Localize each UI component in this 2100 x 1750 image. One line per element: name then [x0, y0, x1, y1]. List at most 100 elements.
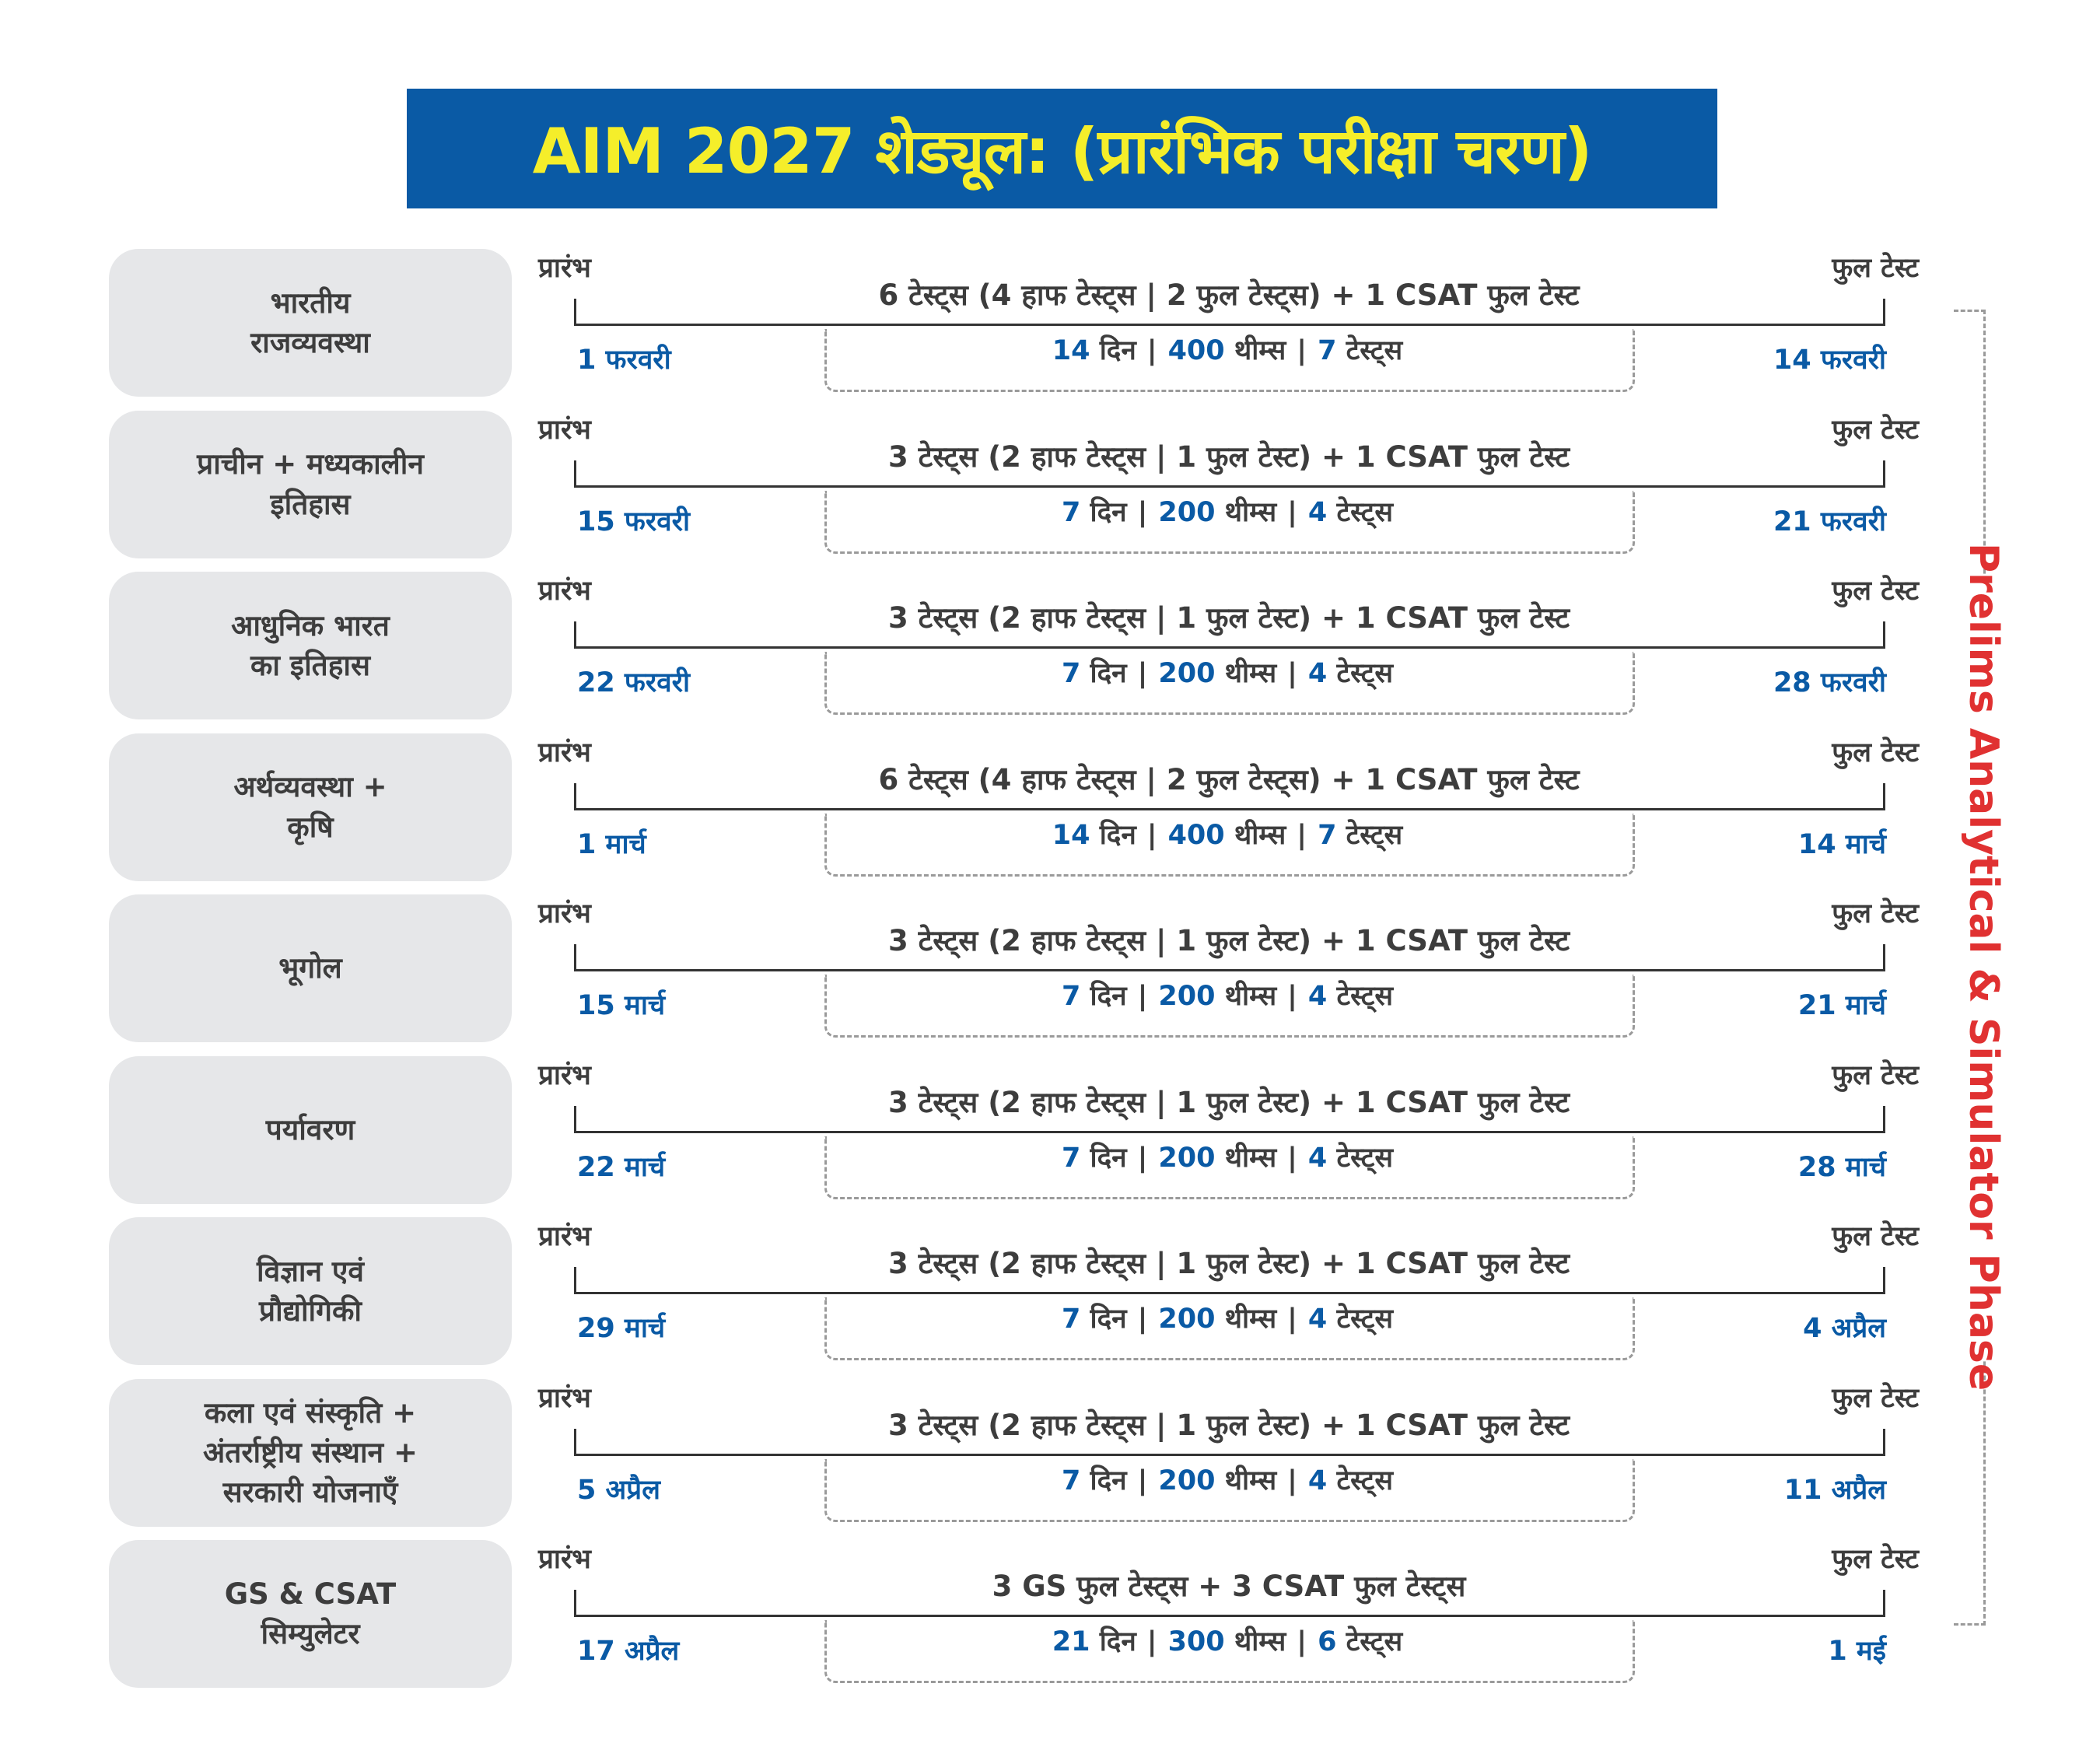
subject-label: भूगोल: [109, 894, 512, 1042]
timeline-bracket: [574, 1105, 1885, 1133]
stat-separator: |: [1297, 1626, 1307, 1657]
test-description: 3 टेस्ट्स (2 हाफ टेस्ट्स | 1 फुल टेस्ट) …: [887, 1085, 1570, 1119]
end-date: 21 फरवरी: [1773, 506, 1886, 537]
themes-count: 400: [1167, 335, 1225, 366]
tests-count: 7: [1318, 819, 1337, 851]
stats-box: [824, 652, 1635, 715]
subject-label: विज्ञान एवं प्रौद्योगिकी: [109, 1217, 512, 1365]
start-date: 15 फरवरी: [577, 506, 691, 537]
stat-separator: |: [1287, 1142, 1297, 1174]
stat-separator: |: [1287, 981, 1297, 1012]
stats-line: 7 दिन | 200 थीम्स | 4 टेस्ट्स: [824, 1139, 1630, 1175]
end-label: फुल टेस्ट: [1832, 253, 1919, 284]
end-date: 28 मार्च: [1797, 1151, 1886, 1183]
schedule-row: प्राचीन + मध्यकालीन इतिहास प्रारंभ फुल ट…: [0, 410, 2100, 558]
subject-label: प्राचीन + मध्यकालीन इतिहास: [109, 410, 512, 558]
subject-label: भारतीय राजव्यवस्था: [109, 249, 512, 397]
tests-unit: टेस्ट्स: [1346, 819, 1403, 851]
themes-unit: थीम्स: [1234, 819, 1286, 851]
stat-separator: |: [1137, 1304, 1148, 1335]
stat-separator: |: [1137, 658, 1148, 689]
start-label: प्रारंभ: [538, 1544, 591, 1575]
themes-unit: थीम्स: [1224, 658, 1277, 689]
tests-count: 6: [1318, 1626, 1337, 1657]
schedule-row: विज्ञान एवं प्रौद्योगिकी प्रारंभ फुल टेस…: [0, 1217, 2100, 1365]
tests-count: 4: [1307, 496, 1328, 528]
timeline-bracket: [574, 621, 1885, 649]
start-label: प्रारंभ: [538, 414, 591, 446]
schedule-row: GS & CSAT सिम्युलेटर प्रारंभ फुल टेस्ट 3…: [0, 1540, 2100, 1688]
timeline-bracket: [574, 1267, 1885, 1294]
stats-line: 21 दिन | 300 थीम्स | 6 टेस्ट्स: [824, 1622, 1630, 1659]
end-date: 11 अप्रैल: [1783, 1474, 1886, 1506]
days-count: 7: [1061, 981, 1081, 1012]
phase-label: Prelims Analytical & Simulator Phase: [1960, 542, 2007, 1391]
end-date: 14 मार्च: [1797, 828, 1886, 860]
days-count: 14: [1052, 335, 1090, 366]
themes-count: 200: [1158, 981, 1216, 1012]
start-label: प्रारंभ: [538, 898, 591, 929]
tests-count: 4: [1307, 981, 1328, 1012]
days-unit: दिन: [1099, 335, 1136, 366]
title-banner: AIM 2027 शेड्यूल: (प्रारंभिक परीक्षा चरण…: [407, 89, 1717, 208]
schedule-row: भूगोल प्रारंभ फुल टेस्ट 3 टेस्ट्स (2 हाफ…: [0, 894, 2100, 1042]
test-description: 3 टेस्ट्स (2 हाफ टेस्ट्स | 1 फुल टेस्ट) …: [887, 1408, 1570, 1442]
stats-box: [824, 1297, 1635, 1360]
stat-separator: |: [1287, 496, 1297, 528]
start-label: प्रारंभ: [538, 1221, 591, 1252]
test-description: 3 GS फुल टेस्ट्स + 3 CSAT फुल टेस्ट्स: [992, 1570, 1466, 1603]
themes-unit: थीम्स: [1234, 1626, 1286, 1657]
start-label: प्रारंभ: [538, 1382, 591, 1414]
days-count: 7: [1061, 1142, 1081, 1174]
end-label: फुल टेस्ट: [1832, 1382, 1919, 1414]
end-label: फुल टेस्ट: [1832, 414, 1919, 446]
tests-unit: टेस्ट्स: [1346, 335, 1403, 366]
test-description: 6 टेस्ट्स (4 हाफ टेस्ट्स | 2 फुल टेस्ट्स…: [878, 762, 1580, 796]
start-label: प्रारंभ: [538, 576, 591, 607]
phase-label-container: Prelims Analytical & Simulator Phase: [1921, 543, 2046, 1391]
tests-unit: टेस्ट्स: [1336, 981, 1394, 1012]
themes-count: 200: [1158, 496, 1216, 528]
stats-line: 7 दिन | 200 थीम्स | 4 टेस्ट्स: [824, 1300, 1630, 1336]
start-date: 17 अप्रैल: [577, 1636, 680, 1667]
end-label: फुल टेस्ट: [1832, 898, 1919, 929]
days-count: 7: [1061, 496, 1081, 528]
timeline-bracket: [574, 1428, 1885, 1456]
stats-box: [824, 1620, 1635, 1683]
stats-box: [824, 813, 1635, 877]
schedule-row: आधुनिक भारत का इतिहास प्रारंभ फुल टेस्ट …: [0, 572, 2100, 719]
test-description: 3 टेस्ट्स (2 हाफ टेस्ट्स | 1 फुल टेस्ट) …: [887, 924, 1570, 957]
start-date: 22 फरवरी: [577, 667, 691, 698]
start-label: प्रारंभ: [538, 253, 591, 284]
stats-box: [824, 1458, 1635, 1522]
subject-label: आधुनिक भारत का इतिहास: [109, 572, 512, 719]
end-date: 4 अप्रैल: [1803, 1313, 1886, 1344]
stat-separator: |: [1146, 335, 1157, 366]
themes-unit: थीम्स: [1234, 335, 1286, 366]
start-date: 15 मार्च: [577, 990, 666, 1021]
subject-label: कला एवं संस्कृति + अंतर्राष्ट्रीय संस्था…: [109, 1378, 512, 1527]
days-unit: दिन: [1090, 981, 1127, 1012]
test-description: 3 टेस्ट्स (2 हाफ टेस्ट्स | 1 फुल टेस्ट) …: [887, 601, 1570, 635]
tests-unit: टेस्ट्स: [1336, 658, 1394, 689]
tests-count: 4: [1307, 1465, 1328, 1496]
days-unit: दिन: [1090, 496, 1127, 528]
stats-line: 14 दिन | 400 थीम्स | 7 टेस्ट्स: [824, 331, 1630, 368]
tests-unit: टेस्ट्स: [1336, 1465, 1394, 1496]
stats-box: [824, 975, 1635, 1038]
days-unit: दिन: [1099, 819, 1136, 851]
stat-separator: |: [1146, 819, 1157, 851]
schedule-row: कला एवं संस्कृति + अंतर्राष्ट्रीय संस्था…: [0, 1378, 2100, 1527]
end-label: फुल टेस्ट: [1832, 737, 1919, 768]
end-date: 14 फरवरी: [1773, 345, 1886, 376]
subject-label: अर्थव्यवस्था + कृषि: [109, 733, 512, 881]
end-date: 21 मार्च: [1797, 990, 1886, 1021]
stat-separator: |: [1137, 1142, 1148, 1174]
themes-unit: थीम्स: [1224, 496, 1277, 528]
start-date: 5 अप्रैल: [577, 1474, 660, 1506]
stat-separator: |: [1146, 1626, 1157, 1657]
themes-unit: थीम्स: [1224, 1304, 1277, 1335]
days-count: 21: [1052, 1626, 1090, 1657]
themes-count: 400: [1167, 819, 1225, 851]
timeline-bracket: [574, 944, 1885, 971]
